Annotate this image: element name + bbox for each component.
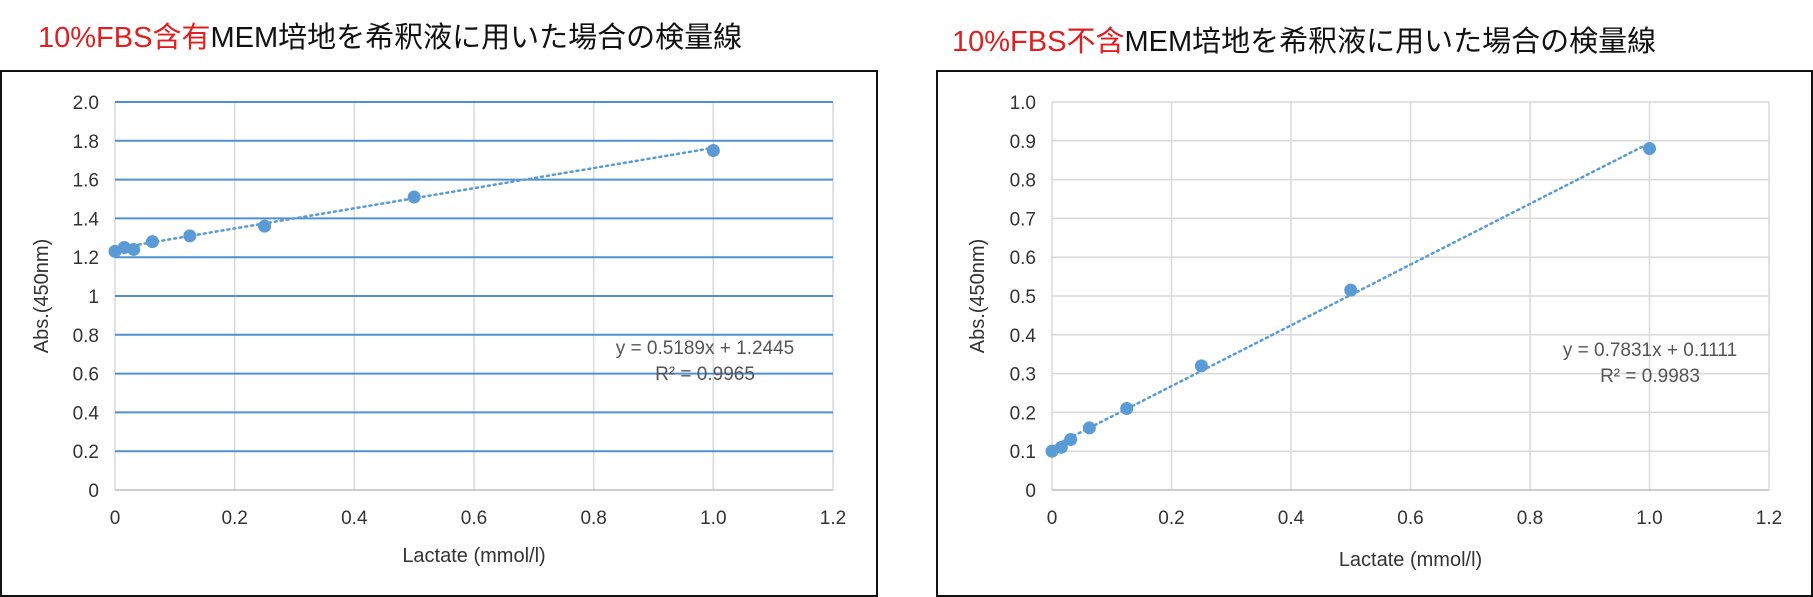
y-tick-label: 0 <box>1025 481 1036 502</box>
data-point <box>1344 283 1358 297</box>
chart-2-frame <box>936 70 1813 597</box>
data-point <box>1054 440 1068 454</box>
data-point <box>1082 421 1096 435</box>
y-tick-label: 0 <box>88 481 99 502</box>
x-tick-label: 0.8 <box>580 508 606 529</box>
x-tick-label: 0.2 <box>1158 508 1184 529</box>
y-tick-label: 1.4 <box>73 209 100 230</box>
y-tick-label: 0.7 <box>1010 209 1036 230</box>
y-tick-label: 0.1 <box>1010 442 1036 463</box>
data-point <box>127 242 141 256</box>
y-tick-label: 0.8 <box>1010 171 1036 192</box>
y-tick-label: 0.6 <box>1010 248 1036 269</box>
x-tick-label: 1.2 <box>1756 508 1782 529</box>
y-tick-label: 0.2 <box>1010 403 1036 424</box>
data-point <box>706 144 720 157</box>
y-tick-label: 0.9 <box>1010 132 1036 153</box>
trendline-equation: y = 0.7831x + 0.1111 <box>1563 340 1737 361</box>
y-tick-label: 0.8 <box>73 326 99 347</box>
y-tick-label: 1.2 <box>73 248 99 269</box>
data-point <box>1120 402 1134 416</box>
x-tick-label: 1.2 <box>820 508 846 529</box>
x-tick-label: 0.4 <box>1278 508 1305 529</box>
y-tick-label: 0.2 <box>73 442 99 463</box>
y-axis-title: Abs.(450nm) <box>967 239 989 354</box>
y-tick-label: 1.0 <box>1010 93 1036 114</box>
x-axis-title: Lactate (mmol/l) <box>402 545 545 567</box>
x-tick-label: 0 <box>1047 508 1058 529</box>
y-tick-label: 0.4 <box>1010 326 1037 347</box>
chart-1-title: 10%FBS含有MEM培地を希釈液に用いた場合の検量線 <box>38 14 742 56</box>
x-tick-label: 0.6 <box>461 508 487 529</box>
x-axis-title: Lactate (mmol/l) <box>1339 549 1482 571</box>
x-tick-label: 0.6 <box>1397 508 1423 529</box>
x-tick-label: 1.0 <box>700 508 726 529</box>
chart-2-title-rest: MEM培地を希釈液に用いた場合の検量線 <box>1124 26 1657 58</box>
chart-2-title: 10%FBS不含MEM培地を希釈液に用いた場合の検量線 <box>952 18 1656 60</box>
y-tick-label: 0.5 <box>1010 287 1036 308</box>
trendline-r-squared: R² = 0.9965 <box>655 364 755 385</box>
chart-1-title-rest: MEM培地を希釈液に用いた場合の検量線 <box>210 22 743 54</box>
chart-1-frame <box>0 70 878 597</box>
chart-2-title-highlight: 10%FBS不含 <box>952 26 1125 58</box>
data-point <box>145 235 159 249</box>
x-tick-label: 0.4 <box>341 508 368 529</box>
trendline-equation: y = 0.5189x + 1.2445 <box>616 338 795 359</box>
x-tick-label: 0.8 <box>1517 508 1543 529</box>
y-tick-label: 1.6 <box>73 171 99 192</box>
x-tick-label: 1.0 <box>1636 508 1662 529</box>
data-point <box>407 190 421 204</box>
data-point <box>1064 433 1078 447</box>
data-point <box>1194 359 1208 373</box>
y-tick-label: 0.4 <box>73 403 100 424</box>
data-point <box>258 219 272 233</box>
data-point <box>1643 142 1656 156</box>
y-tick-label: 1 <box>88 287 99 308</box>
y-tick-label: 1.8 <box>73 132 99 153</box>
trendline <box>113 146 715 250</box>
y-tick-label: 0.6 <box>73 365 99 386</box>
x-tick-label: 0 <box>110 508 121 529</box>
trendline-r-squared: R² = 0.9983 <box>1600 366 1700 387</box>
y-tick-label: 2.0 <box>73 93 99 114</box>
y-axis-title: Abs.(450nm) <box>31 239 53 354</box>
data-point <box>183 229 197 243</box>
chart-1-title-highlight: 10%FBS含有 <box>38 22 211 54</box>
x-tick-label: 0.2 <box>221 508 247 529</box>
y-tick-label: 0.3 <box>1010 365 1036 386</box>
